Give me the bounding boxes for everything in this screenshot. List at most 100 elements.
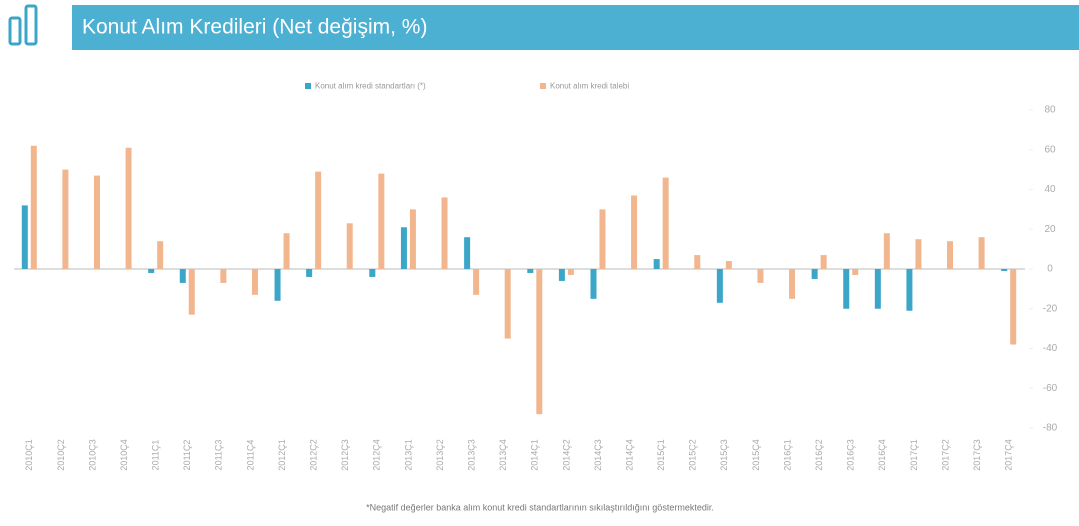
bar	[843, 269, 850, 309]
x-tick-label: 2010Ç1	[24, 439, 34, 471]
x-tick-label: 2017Ç1	[909, 439, 919, 471]
chart-icon	[8, 4, 38, 46]
y-tick-label: 80	[1044, 105, 1056, 116]
x-tick-label: 2016Ç3	[846, 439, 856, 471]
y-tick-label: -40	[1043, 343, 1058, 354]
footnote: *Negatif değerler banka alım konut kredi…	[366, 502, 714, 512]
x-tick-label: 2012Ç2	[309, 439, 319, 471]
bar	[694, 255, 701, 269]
bar	[274, 269, 281, 301]
bar	[148, 269, 155, 273]
x-tick-label: 2012Ç1	[277, 439, 287, 471]
x-tick-label: 2012Ç4	[372, 439, 382, 471]
x-tick-label: 2016Ç2	[814, 439, 824, 471]
bar	[725, 261, 732, 269]
x-tick-label: 2017Ç4	[1004, 439, 1014, 471]
legend-swatch	[540, 83, 546, 89]
x-tick-label: 2011Ç1	[151, 440, 161, 471]
bar	[811, 269, 818, 279]
bar	[631, 195, 638, 269]
bar	[346, 223, 353, 269]
bar	[409, 209, 416, 269]
bar	[852, 269, 859, 275]
chart-title: Konut Alım Kredileri (Net değişim, %)	[82, 16, 427, 39]
bar	[536, 269, 543, 415]
bar	[915, 239, 922, 269]
bar	[527, 269, 534, 273]
bar	[473, 269, 480, 295]
bar	[820, 255, 827, 269]
legend-label: Konut alım kredi standartları (*)	[315, 82, 426, 91]
x-tick-label: 2014Ç2	[561, 439, 571, 471]
bar	[306, 269, 313, 277]
legend-label: Konut alım kredi talebi	[550, 82, 629, 91]
y-tick-label: 20	[1044, 224, 1056, 235]
bar	[30, 145, 37, 269]
x-tick-label: 2017Ç2	[940, 439, 950, 471]
bar	[441, 197, 448, 269]
x-tick-label: 2014Ç3	[593, 439, 603, 471]
bar	[220, 269, 227, 283]
bar	[599, 209, 606, 269]
bar	[1001, 269, 1008, 271]
y-tick-label: -20	[1043, 303, 1058, 314]
bar	[283, 233, 290, 269]
x-tick-label: 2011Ç3	[214, 440, 224, 471]
x-tick-label: 2015Ç4	[751, 439, 761, 471]
x-tick-label: 2014Ç1	[530, 439, 540, 471]
x-tick-label: 2013Ç2	[435, 439, 445, 471]
bar	[558, 269, 565, 281]
x-tick-label: 2011Ç2	[182, 440, 192, 471]
x-tick-label: 2015Ç1	[656, 439, 666, 471]
x-tick-label: 2015Ç2	[688, 439, 698, 471]
bar	[125, 147, 132, 269]
x-tick-label: 2011Ç4	[245, 440, 255, 471]
x-tick-label: 2016Ç4	[877, 439, 887, 471]
bar	[716, 269, 723, 303]
bar	[62, 169, 69, 269]
y-tick-label: 60	[1044, 144, 1056, 155]
bar	[567, 269, 574, 275]
x-tick-label: 2016Ç1	[782, 439, 792, 471]
x-tick-label: 2013Ç3	[466, 439, 476, 471]
bar	[157, 241, 164, 269]
bar	[93, 175, 100, 269]
bar	[662, 177, 669, 269]
bar	[464, 237, 471, 269]
x-tick-label: 2013Ç4	[498, 439, 508, 471]
bar	[590, 269, 597, 299]
x-tick-label: 2013Ç1	[403, 439, 413, 471]
bar	[947, 241, 954, 269]
bar	[653, 259, 660, 269]
bar	[369, 269, 376, 277]
bar	[21, 205, 28, 269]
bar	[789, 269, 796, 299]
x-tick-label: 2010Ç2	[56, 439, 66, 471]
y-tick-label: -60	[1043, 383, 1058, 394]
y-tick-label: 0	[1047, 264, 1053, 275]
bar	[179, 269, 186, 283]
x-tick-label: 2014Ç4	[624, 439, 634, 471]
title-bar	[72, 5, 1079, 50]
x-tick-label: 2012Ç3	[340, 439, 350, 471]
bar	[504, 269, 511, 339]
x-tick-label: 2017Ç3	[972, 439, 982, 471]
bar	[251, 269, 258, 295]
y-tick-label: 40	[1044, 184, 1056, 195]
bar	[757, 269, 764, 283]
legend-swatch	[305, 83, 311, 89]
x-tick-label: 2015Ç3	[719, 439, 729, 471]
bar	[378, 173, 385, 269]
x-tick-label: 2010Ç3	[87, 439, 97, 471]
bar	[400, 227, 407, 269]
bar	[1010, 269, 1017, 345]
bar	[188, 269, 195, 315]
bar	[883, 233, 890, 269]
bar	[874, 269, 881, 309]
y-tick-label: -80	[1043, 423, 1058, 434]
bar	[315, 171, 322, 269]
x-tick-label: 2010Ç4	[119, 439, 129, 471]
bar	[978, 237, 985, 269]
bar	[906, 269, 913, 311]
